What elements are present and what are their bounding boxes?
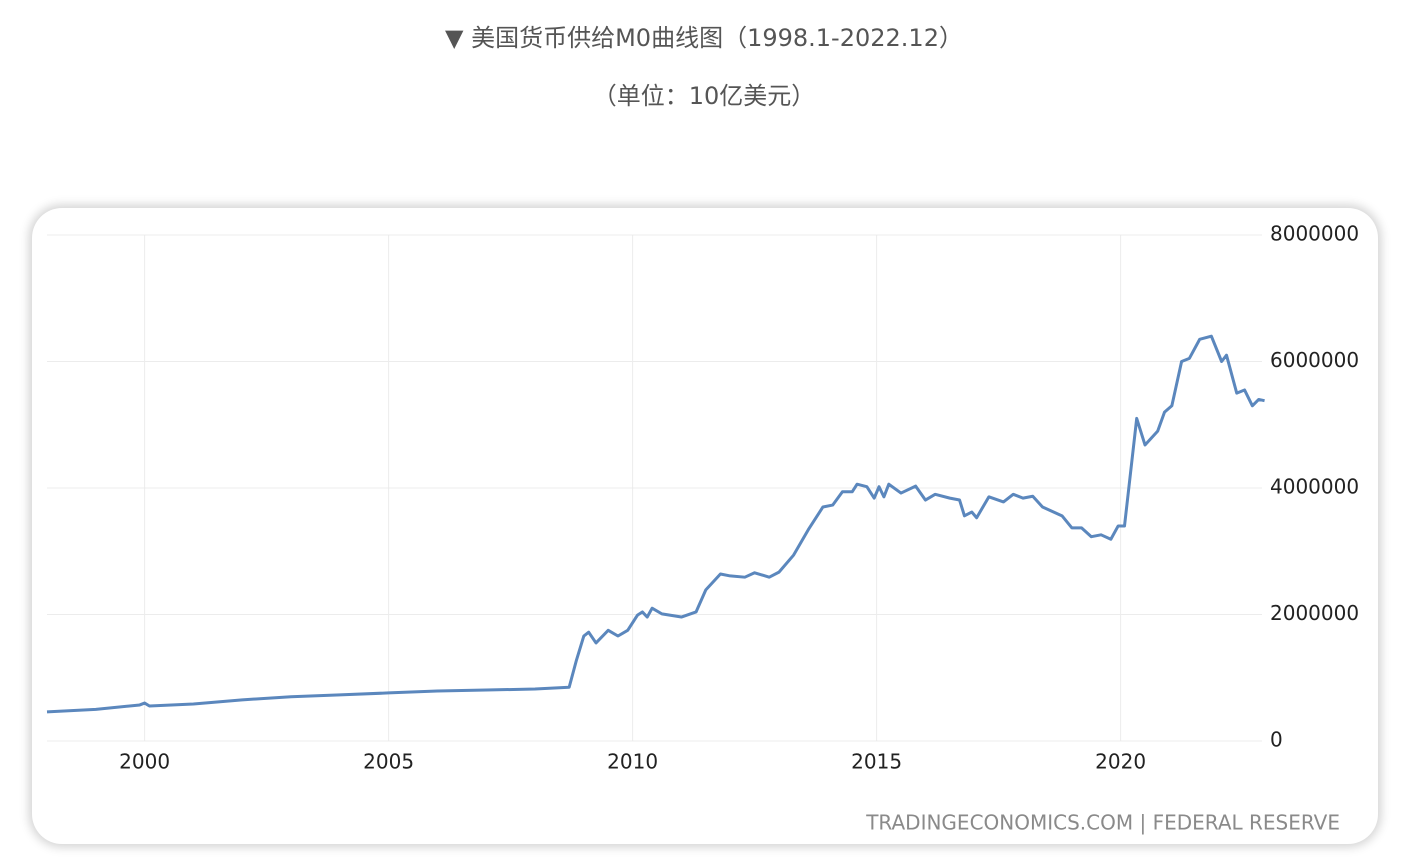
x-tick-label: 2000	[119, 750, 170, 774]
source-note: TRADINGECONOMICS.COM | FEDERAL RESERVE	[865, 811, 1340, 835]
x-tick-label: 2010	[607, 750, 658, 774]
y-tick-label: 8000000	[1270, 222, 1359, 246]
y-tick-label: 0	[1270, 728, 1283, 752]
y-tick-label: 4000000	[1270, 475, 1359, 499]
y-tick-label: 2000000	[1270, 601, 1359, 625]
chart-card	[32, 208, 1378, 844]
x-tick-label: 2020	[1095, 750, 1146, 774]
x-tick-label: 2015	[851, 750, 902, 774]
chart-subtitle: （单位：10亿美元）	[592, 82, 816, 110]
data-line	[46, 334, 1265, 714]
y-tick-label: 6000000	[1270, 348, 1359, 372]
x-tick-label: 2005	[363, 750, 414, 774]
chart-title: ▼ 美国货币供给M0曲线图（1998.1-2022.12）	[445, 24, 963, 52]
